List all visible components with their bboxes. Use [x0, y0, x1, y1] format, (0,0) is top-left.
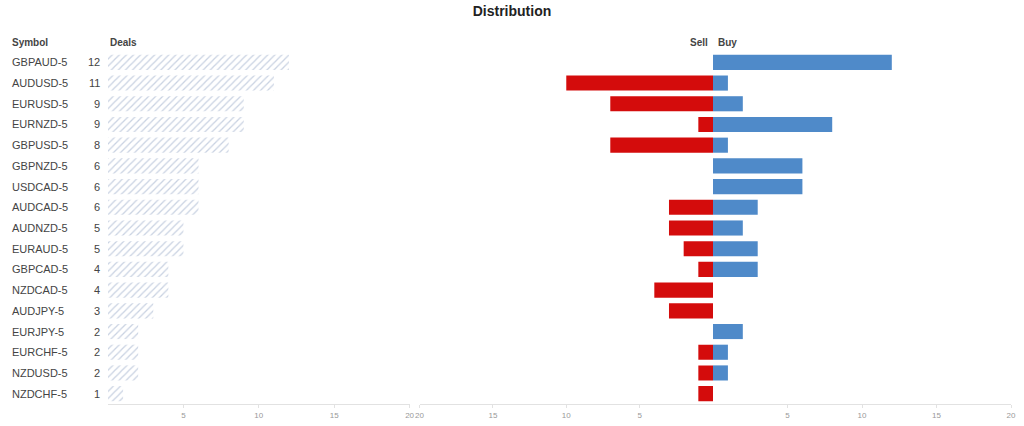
svg-text:4: 4	[94, 284, 100, 296]
svg-text:11: 11	[89, 77, 100, 89]
svg-text:Buy: Buy	[718, 37, 737, 48]
svg-text:EURJPY-5: EURJPY-5	[12, 326, 64, 338]
svg-text:EURCHF-5: EURCHF-5	[12, 346, 68, 358]
svg-text:10: 10	[254, 411, 263, 420]
svg-text:6: 6	[94, 160, 100, 172]
svg-text:EURNZD-5: EURNZD-5	[12, 118, 68, 130]
svg-text:2: 2	[94, 326, 100, 338]
svg-text:Symbol: Symbol	[12, 37, 48, 48]
svg-text:NZDCHF-5: NZDCHF-5	[12, 388, 67, 400]
svg-text:9: 9	[94, 98, 100, 110]
svg-text:6: 6	[94, 181, 100, 193]
svg-text:15: 15	[330, 411, 339, 420]
svg-text:10: 10	[562, 411, 571, 420]
svg-text:2: 2	[94, 346, 100, 358]
svg-text:GBPUSD-5: GBPUSD-5	[12, 139, 68, 151]
svg-text:15: 15	[488, 411, 497, 420]
svg-text:5: 5	[94, 243, 100, 255]
svg-text:5: 5	[181, 411, 186, 420]
svg-text:GBPCAD-5: GBPCAD-5	[12, 263, 68, 275]
svg-text:AUDJPY-5: AUDJPY-5	[12, 305, 64, 317]
svg-text:6: 6	[94, 201, 100, 213]
svg-text:Distribution: Distribution	[473, 3, 552, 19]
svg-text:1: 1	[94, 388, 100, 400]
svg-text:EURAUD-5: EURAUD-5	[12, 243, 68, 255]
svg-text:Deals: Deals	[110, 37, 137, 48]
svg-text:20: 20	[405, 411, 414, 420]
svg-text:3: 3	[94, 305, 100, 317]
svg-text:5: 5	[94, 222, 100, 234]
svg-text:5: 5	[785, 411, 790, 420]
svg-text:10: 10	[858, 411, 867, 420]
svg-text:4: 4	[94, 263, 100, 275]
svg-text:12: 12	[88, 56, 100, 68]
svg-text:20: 20	[415, 411, 424, 420]
svg-text:EURUSD-5: EURUSD-5	[12, 98, 68, 110]
svg-text:GBPAUD-5: GBPAUD-5	[12, 56, 67, 68]
svg-text:20: 20	[1007, 411, 1016, 420]
svg-text:8: 8	[94, 139, 100, 151]
svg-text:5: 5	[637, 411, 642, 420]
svg-text:AUDNZD-5: AUDNZD-5	[12, 222, 68, 234]
svg-text:2: 2	[94, 367, 100, 379]
svg-text:15: 15	[932, 411, 941, 420]
svg-text:USDCAD-5: USDCAD-5	[12, 181, 68, 193]
svg-text:GBPNZD-5: GBPNZD-5	[12, 160, 68, 172]
svg-text:AUDCAD-5: AUDCAD-5	[12, 201, 68, 213]
svg-text:Sell: Sell	[690, 37, 708, 48]
svg-text:NZDUSD-5: NZDUSD-5	[12, 367, 68, 379]
svg-text:NZDCAD-5: NZDCAD-5	[12, 284, 68, 296]
svg-text:AUDUSD-5: AUDUSD-5	[12, 77, 68, 89]
svg-text:9: 9	[94, 118, 100, 130]
